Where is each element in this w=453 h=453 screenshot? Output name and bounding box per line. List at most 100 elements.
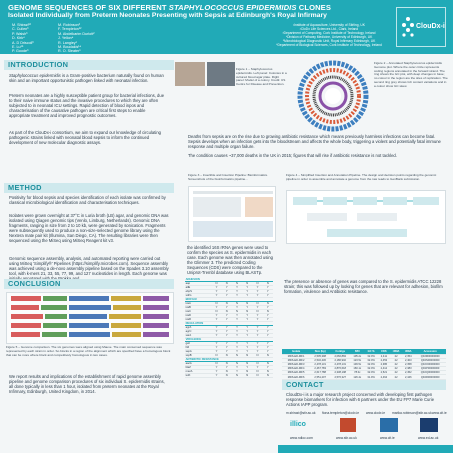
stats-header-cell: tRNA xyxy=(402,349,415,355)
footer-link-stir[interactable]: www.stir.ac.uk xyxy=(336,436,357,440)
gene-presence-cell: Y xyxy=(221,329,232,335)
stats-cell: 2,452 xyxy=(402,370,415,376)
gene-presence-cell: N xyxy=(242,373,253,379)
email-link-templeton[interactable]: fiona.templeton@clodx.ie xyxy=(322,411,360,415)
stats-cell: 22 xyxy=(389,366,403,372)
gene-presence-cell: Y xyxy=(211,333,222,339)
stats-cell: 2,464 xyxy=(377,374,390,380)
gene-presence-cell: N xyxy=(252,369,263,375)
gene-presence-cell: N xyxy=(231,301,243,307)
gene-presence-cell: Y xyxy=(242,341,253,347)
stats-cell: 22 xyxy=(389,358,403,364)
gene-name-cell: blaZ xyxy=(185,365,212,371)
gene-name-cell: agrC xyxy=(185,329,212,335)
footer-link-cit[interactable]: www.cit.ie xyxy=(380,436,395,440)
email-link-robinson[interactable]: marika.robinson@stir.ac.uk xyxy=(392,411,432,415)
gene-presence-cell: Y xyxy=(211,317,222,323)
gene-presence-cell: Y xyxy=(211,289,222,295)
gene-group-row: ANTIBIOTIC RESISTANCE xyxy=(185,357,273,363)
stats-cell: 2,551,207 xyxy=(310,374,331,380)
stats-header-cell: rRNA xyxy=(389,349,403,355)
gene-presence-cell: Y xyxy=(211,341,222,347)
gene-presence-cell: N xyxy=(262,301,273,307)
stats-cell: 32.0% xyxy=(364,354,378,360)
gene-presence-cell: Y xyxy=(262,329,273,335)
stats-cell: 32.0% xyxy=(364,366,378,372)
gene-row: sdrG Y Y Y Y Y Y xyxy=(185,293,273,299)
stats-cell: MDS-ED-RIF5 xyxy=(282,370,311,376)
gene-presence-cell: N xyxy=(242,301,253,307)
stats-cell: 2,386 xyxy=(377,362,390,368)
gene-group-row: REGULATION xyxy=(185,321,273,327)
email-link-shirazi[interactable]: m.shirazi@stir.ac.uk xyxy=(286,411,316,415)
gene-presence-cell: Y xyxy=(262,341,273,347)
gene-presence-cell: N xyxy=(211,309,222,315)
figure-2-caption: Figure 2 – Annotated Staphylococcus epid… xyxy=(374,61,448,88)
gene-presence-cell: Y xyxy=(221,365,232,371)
stats-cell: 2,478,131 xyxy=(310,362,331,368)
website-link-cit[interactable]: www.cit.ie xyxy=(432,411,447,415)
stats-cell: 22 xyxy=(389,354,403,360)
gene-presence-cell: N xyxy=(242,281,253,287)
gene-presence-cell: Y xyxy=(231,333,243,339)
method-heading: METHOD xyxy=(4,183,174,193)
stats-row: MDS-ED-RIF2 2,532,436 2,186,902 123.5x 32.0%… xyxy=(282,358,446,364)
partner-logo-3 xyxy=(420,418,438,432)
gene-presence-cell: Y xyxy=(231,285,243,291)
stats-cell: 2,453 xyxy=(377,358,390,364)
gene-name-cell: atlE xyxy=(185,285,212,291)
stats-cell: 22 xyxy=(389,370,403,376)
gene-presence-cell: Y xyxy=(242,289,253,295)
stats-cell: 139.5x xyxy=(350,362,365,368)
gene-presence-cell: Y xyxy=(231,345,243,351)
gene-group-name: VIRULENCE xyxy=(185,337,273,343)
gene-presence-cell: Y xyxy=(262,365,273,371)
method-paragraph-2: Isolates were grown overnight at 37°C in… xyxy=(9,213,169,244)
gene-presence-cell: Y xyxy=(211,325,222,331)
stats-header-cell: Contigs xyxy=(330,349,351,355)
gene-presence-cell: Y xyxy=(231,293,243,299)
gene-group-name: ANTIBIOTIC RESISTANCE xyxy=(185,357,273,363)
gene-presence-cell: Y xyxy=(221,289,232,295)
stats-cell: 160.1x xyxy=(350,366,365,372)
footer-link-ndloc[interactable]: www.ndloc.com xyxy=(290,436,313,440)
partner-logo-2 xyxy=(380,418,398,432)
gene-presence-cell: Y xyxy=(231,325,243,331)
stats-cell: QDJO00000000 xyxy=(414,362,446,368)
website-link-clodx[interactable]: www.clodx.ie xyxy=(366,411,386,415)
gene-name-cell: icaR xyxy=(185,317,212,323)
gene-presence-cell: N xyxy=(262,281,273,287)
gene-presence-cell: Y xyxy=(211,369,222,375)
gene-presence-cell: Y xyxy=(211,329,222,335)
gene-presence-cell: Y xyxy=(211,349,222,355)
gene-presence-cell: Y xyxy=(262,293,273,299)
gene-row: hld Y Y Y Y Y Y xyxy=(185,345,273,351)
gene-presence-cell: Y xyxy=(221,317,232,323)
gene-presence-cell: N xyxy=(231,281,243,287)
sepsis-context-paragraph: Deaths from sepsis are on the rise due t… xyxy=(188,134,441,150)
pipeline-screenshot xyxy=(188,186,276,242)
gene-presence-cell: Y xyxy=(211,373,222,379)
gene-presence-cell: Y xyxy=(252,305,263,311)
stats-header-cell: Isolate xyxy=(282,349,311,355)
gene-row: icaD Y Y Y Y Y Y xyxy=(185,313,273,319)
gene-name-cell: hld xyxy=(185,345,212,351)
illico-partner-logo: illico xyxy=(290,421,306,428)
gene-presence-cell: Y xyxy=(221,333,232,339)
intro-paragraph-1: Staphylococcus epidermidis is a Gram-pos… xyxy=(9,73,164,84)
author-list-col1: M. Shirazi¹² C. Cullen³ P. Walsh³ D. Kirk⁴ A… xyxy=(12,23,34,54)
gene-presence-cell: N xyxy=(252,301,263,307)
poster-header: GENOME SEQUENCES OF SIX DIFFERENT STAPHY… xyxy=(0,0,453,54)
gene-presence-cell: Y xyxy=(252,349,263,355)
gene-presence-cell: N xyxy=(262,373,273,379)
cloudx-logo: ClouDx-i xyxy=(396,7,446,47)
gene-row: geh Y Y Y Y Y Y xyxy=(185,341,273,347)
gene-presence-cell: N xyxy=(211,281,222,287)
gene-group-name: ADHESION xyxy=(185,278,273,283)
stats-cell: 105.2x xyxy=(350,354,365,360)
gene-row: agrA Y Y Y Y Y Y xyxy=(185,325,273,331)
footer-link-ed[interactable]: www.ed.ac.uk xyxy=(418,436,439,440)
gene-presence-cell: N xyxy=(221,369,232,375)
stats-cell: 2,505,398 xyxy=(310,354,331,360)
